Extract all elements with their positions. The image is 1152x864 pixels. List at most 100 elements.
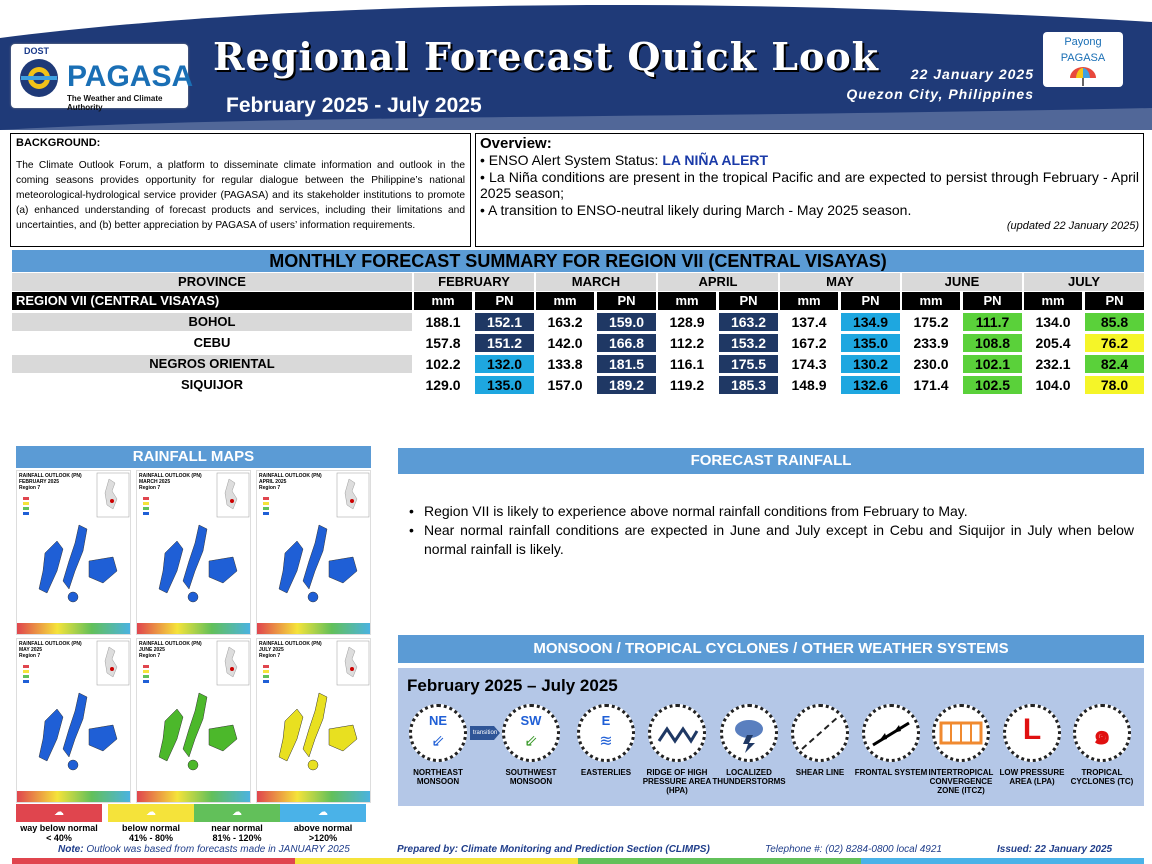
month-header: FEBRUARY	[414, 273, 534, 291]
footer-prepared: Prepared by: Climate Monitoring and Pred…	[397, 844, 710, 855]
pn-value: 82.4	[1085, 355, 1144, 373]
map-header-line: FEBRUARY 2025	[19, 479, 60, 485]
mm-value: 167.2	[791, 335, 827, 351]
footer-issued: Issued: 22 January 2025	[997, 844, 1113, 855]
mm-column-header: mm	[536, 292, 594, 310]
icon-glyph: E	[601, 713, 611, 728]
mm-value: 171.4	[913, 377, 949, 393]
system-label: RIDGE OF HIGH PRESSURE AREA (HPA)	[642, 768, 712, 795]
icon-glyph: SW	[520, 713, 542, 728]
system-label: NORTHEAST MONSOON	[413, 768, 463, 786]
map-graphic	[17, 640, 130, 802]
legend-swatch: ☁	[16, 804, 102, 822]
legend-category: near normal	[211, 823, 263, 833]
legend-range: 41% - 80%	[128, 833, 174, 843]
background-heading: BACKGROUND:	[16, 137, 101, 149]
front-glyph	[872, 721, 910, 747]
map-header-line: Region 7	[19, 485, 41, 491]
map-header: RAINFALL OUTLOOK (PN) FEBRUARY 2025 Region…	[19, 473, 82, 491]
map-header-line: RAINFALL OUTLOOK (PN)	[259, 473, 322, 479]
system-label: SHEAR LINE	[795, 768, 845, 777]
pn-value: 111.7	[963, 313, 1022, 331]
pn-column-header: PN	[597, 292, 656, 310]
legend-range: < 40%	[46, 833, 72, 843]
map-header-line: Region 7	[259, 653, 281, 659]
map-header: RAINFALL OUTLOOK (PN) MARCH 2025 Region 7	[139, 473, 202, 491]
province-name: CEBU	[193, 335, 231, 350]
pn-value: 166.8	[597, 334, 656, 352]
payong-label-2: PAGASA	[1060, 52, 1106, 64]
pn-value: 163.2	[719, 313, 778, 331]
map-header-line: RAINFALL OUTLOOK (PN)	[139, 473, 202, 479]
map-graphic	[137, 640, 250, 802]
mm-value: 128.9	[669, 314, 705, 330]
pn-column-header: PN	[963, 292, 1022, 310]
mm-value: 119.2	[669, 377, 705, 393]
system-label: FRONTAL SYSTEM	[854, 768, 928, 777]
forecast-rainfall-list: Region VII is likely to experience above…	[408, 502, 1134, 559]
wind-arrows-icon: ⇙	[524, 733, 538, 750]
footer-note-label: Note:	[58, 844, 84, 855]
province-name: SIQUIJOR	[180, 377, 244, 392]
pn-value: 135.0	[475, 376, 534, 394]
payong-label-1: Payong	[1064, 36, 1102, 48]
weather-systems-panel: February 2025 – July 2025 NE ⇙ NORTHEAST M…	[398, 668, 1144, 806]
mm-value: 129.0	[425, 377, 461, 393]
legend-label: way below normal < 40%	[12, 823, 106, 843]
mm-value: 174.3	[791, 356, 827, 372]
agency-name: PAGASA	[67, 60, 194, 93]
province-name: NEGROS ORIENTAL	[149, 356, 275, 371]
icon-glyph: L	[1022, 713, 1042, 746]
shear-line-icon	[791, 704, 849, 762]
legend-range: 81% - 120%	[212, 833, 262, 843]
mm-value: 137.4	[791, 314, 827, 330]
map-header-line: Region 7	[19, 653, 41, 659]
icon-glyph: NE	[428, 713, 448, 728]
wind-arrows-icon: ⇙	[431, 733, 445, 750]
mm-value: 102.2	[425, 356, 461, 372]
legend-label: near normal 81% - 120%	[190, 823, 284, 843]
dost-label: DOST	[24, 46, 50, 56]
pn-value: 135.0	[841, 334, 900, 352]
header-banner: DOST PAGASA The Weather and Climate Auth…	[0, 0, 1152, 130]
ridge-icon	[648, 704, 706, 762]
pagasa-emblem-icon	[20, 59, 58, 97]
forecast-bullet: Near normal rainfall conditions are expe…	[409, 521, 1134, 559]
row-shading	[12, 313, 412, 331]
mm-column-header: mm	[658, 292, 716, 310]
map-header-line: JUNE 2025	[139, 647, 165, 653]
pn-value: 130.2	[841, 355, 900, 373]
month-header: MAY	[780, 273, 900, 291]
map-header-line: RAINFALL OUTLOOK (PN)	[19, 473, 82, 479]
frontal-system-icon	[862, 704, 920, 762]
pn-value: 78.0	[1085, 376, 1144, 394]
map-header-line: JULY 2025	[259, 647, 284, 653]
transition-arrow: transition	[470, 726, 500, 740]
pn-value: 181.5	[597, 355, 656, 373]
background-text: The Climate Outlook Forum, a platform to…	[16, 160, 465, 231]
overview-line-2: • La Niña conditions are present in the …	[480, 168, 1139, 202]
legend-label: below normal 41% - 80%	[104, 823, 198, 843]
rainfall-map: RAINFALL OUTLOOK (PN) JUNE 2025 Region 7	[136, 638, 251, 803]
system-label: SOUTHWEST MONSOON	[505, 768, 557, 786]
northeast-monsoon-icon: NE ⇙	[409, 704, 467, 762]
pn-value: 102.1	[963, 355, 1022, 373]
pn-value: 76.2	[1085, 334, 1144, 352]
mm-column-header: mm	[1024, 292, 1082, 310]
overview-enso-line: • ENSO Alert System Status: LA NIÑA ALER…	[480, 152, 769, 168]
map-header-line: MAY 2025	[19, 647, 43, 653]
map-header-line: Region 7	[139, 653, 161, 659]
legend-swatch: ☁	[108, 804, 194, 822]
mm-value: 104.0	[1035, 377, 1071, 393]
mm-value: 134.0	[1035, 314, 1071, 330]
region-label: REGION VII (CENTRAL VISAYAS)	[12, 292, 412, 310]
footer-color-bar	[12, 858, 1144, 864]
enso-status: LA NIÑA ALERT	[662, 152, 769, 168]
mm-value: 175.2	[913, 314, 949, 330]
cloud-icon: ☁	[54, 807, 64, 818]
legend-category: way below normal	[20, 823, 98, 833]
pn-value: 132.0	[475, 355, 534, 373]
cloud-bolt-glyph	[735, 720, 763, 753]
mm-value: 232.1	[1035, 356, 1071, 372]
map-graphic	[17, 472, 130, 634]
